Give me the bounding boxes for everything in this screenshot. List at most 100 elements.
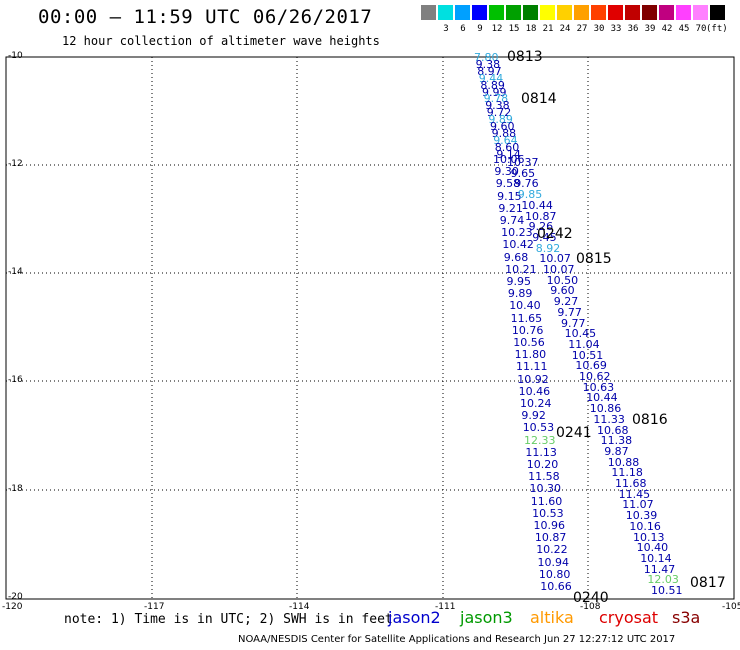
swh-value: 10.46 bbox=[518, 384, 551, 398]
rev-label: 0240 bbox=[573, 590, 609, 606]
lat-label: -10 bbox=[8, 51, 23, 61]
swh-value: 10.44 bbox=[586, 391, 618, 405]
scale-swatch bbox=[676, 5, 691, 20]
scale-label: 70 bbox=[695, 24, 707, 34]
swh-value: 9.99 bbox=[482, 85, 507, 99]
gridlines bbox=[6, 57, 734, 599]
scale-label: 15 bbox=[508, 24, 520, 34]
lon-label: -120 bbox=[2, 602, 23, 612]
scale-label: 33 bbox=[610, 24, 622, 34]
scale-swatch bbox=[591, 5, 606, 20]
rev-label: 0816 bbox=[632, 412, 668, 428]
scale-label: 6 bbox=[460, 24, 466, 34]
swh-value: 10.44 bbox=[521, 198, 553, 212]
swh-value: 10.62 bbox=[579, 370, 611, 383]
swh-value: 10.06 bbox=[493, 153, 525, 166]
legend-altika: altika bbox=[530, 608, 574, 627]
swh-value: 9.21 bbox=[498, 201, 523, 215]
swh-value: 9.78 bbox=[483, 92, 509, 106]
swh-value: 10.92 bbox=[517, 372, 549, 386]
scale-swatch bbox=[557, 5, 572, 20]
swh-value: 10.88 bbox=[607, 455, 640, 469]
swh-value: 9.45 bbox=[532, 230, 557, 244]
swh-value: 10.50 bbox=[546, 273, 579, 287]
scale-swatch bbox=[489, 5, 504, 20]
scale-swatch bbox=[710, 5, 725, 20]
scale-label: 9 bbox=[477, 24, 483, 34]
swh-value: 9.14 bbox=[496, 147, 521, 161]
swh-value: 10.42 bbox=[502, 238, 534, 252]
swh-value: 9.76 bbox=[514, 177, 539, 191]
rev-label: 0817 bbox=[690, 575, 726, 591]
swh-value: 11.33 bbox=[593, 412, 625, 426]
swh-value: 10.69 bbox=[575, 359, 607, 373]
swh-value: 10.07 bbox=[543, 263, 575, 276]
lon-label: -105 bbox=[722, 602, 740, 612]
swh-value: 8.92 bbox=[535, 241, 561, 255]
scale-label: 42 bbox=[661, 24, 673, 34]
swh-value: 10.96 bbox=[533, 519, 566, 532]
swh-value: 10.07 bbox=[539, 252, 571, 266]
swh-value: 10.22 bbox=[536, 543, 568, 557]
lon-label: -117 bbox=[144, 602, 165, 612]
swh-value: 10.86 bbox=[589, 402, 622, 416]
swh-value: 11.38 bbox=[600, 434, 633, 448]
scale-swatch bbox=[472, 5, 487, 20]
scale-label: 18 bbox=[525, 24, 537, 34]
scale-swatch bbox=[540, 5, 555, 20]
swh-value: 10.30 bbox=[529, 482, 562, 496]
swh-value: 10.56 bbox=[513, 336, 545, 349]
swh-value: 10.21 bbox=[505, 262, 537, 276]
swh-value: 10.51 bbox=[651, 584, 683, 597]
swh-value: 8.60 bbox=[494, 140, 520, 154]
scale-swatch bbox=[642, 5, 657, 20]
swh-value: 10.23 bbox=[501, 226, 533, 240]
legend-s3a: s3a bbox=[672, 608, 701, 627]
swh-value: 10.63 bbox=[582, 380, 615, 394]
swh-value: 10.94 bbox=[537, 555, 570, 569]
rev-label: 0813 bbox=[507, 49, 543, 65]
swh-value: 12.33 bbox=[524, 433, 556, 447]
swh-value: 11.47 bbox=[643, 562, 676, 576]
swh-value: 10.68 bbox=[597, 423, 629, 437]
lat-label: -14 bbox=[8, 267, 23, 277]
swh-value: 11.58 bbox=[528, 470, 560, 484]
lat-label: -18 bbox=[8, 484, 23, 494]
scale-swatch bbox=[506, 5, 521, 20]
swh-value: 9.89 bbox=[507, 287, 533, 301]
swh-value: 10.76 bbox=[511, 323, 544, 337]
scale-label: 21 bbox=[542, 24, 554, 34]
swh-value: 10.53 bbox=[522, 421, 555, 435]
swh-value: 10.20 bbox=[526, 458, 559, 471]
swh-value: 11.80 bbox=[514, 348, 547, 362]
swh-value: 9.27 bbox=[553, 295, 579, 309]
swh-value: 9.89 bbox=[488, 113, 513, 127]
swh-value: 12.03 bbox=[647, 573, 679, 587]
scale-label: 39 bbox=[644, 24, 656, 34]
scale-swatch bbox=[608, 5, 623, 20]
swh-value: 9.85 bbox=[517, 188, 543, 202]
scale-label: 24 bbox=[559, 24, 571, 34]
map-border bbox=[5, 56, 735, 600]
swh-value: 10.66 bbox=[540, 580, 572, 593]
rev-label: 0241 bbox=[556, 425, 592, 441]
swh-value: 9.60 bbox=[490, 120, 515, 133]
scale-unit: (ft) bbox=[706, 24, 728, 34]
swh-value: 9.87 bbox=[604, 444, 629, 458]
scale-swatch bbox=[523, 5, 538, 20]
swh-value: 9.15 bbox=[497, 189, 522, 203]
swh-value: 9.95 bbox=[506, 275, 532, 288]
swh-value: 9.88 bbox=[491, 126, 517, 140]
scale-swatch bbox=[438, 5, 453, 20]
lat-label: -12 bbox=[8, 159, 23, 169]
swh-value: 9.30 bbox=[494, 165, 519, 179]
scale-swatch bbox=[421, 5, 436, 20]
legend-jason2: jason2 bbox=[388, 608, 441, 627]
swh-value: 10.87 bbox=[525, 209, 557, 223]
swh-value: 8.89 bbox=[480, 78, 505, 92]
lon-label: -111 bbox=[435, 602, 456, 612]
swh-value: 8.97 bbox=[477, 64, 502, 78]
swh-value: 10.14 bbox=[640, 551, 672, 565]
swh-value: 9.65 bbox=[510, 166, 536, 180]
